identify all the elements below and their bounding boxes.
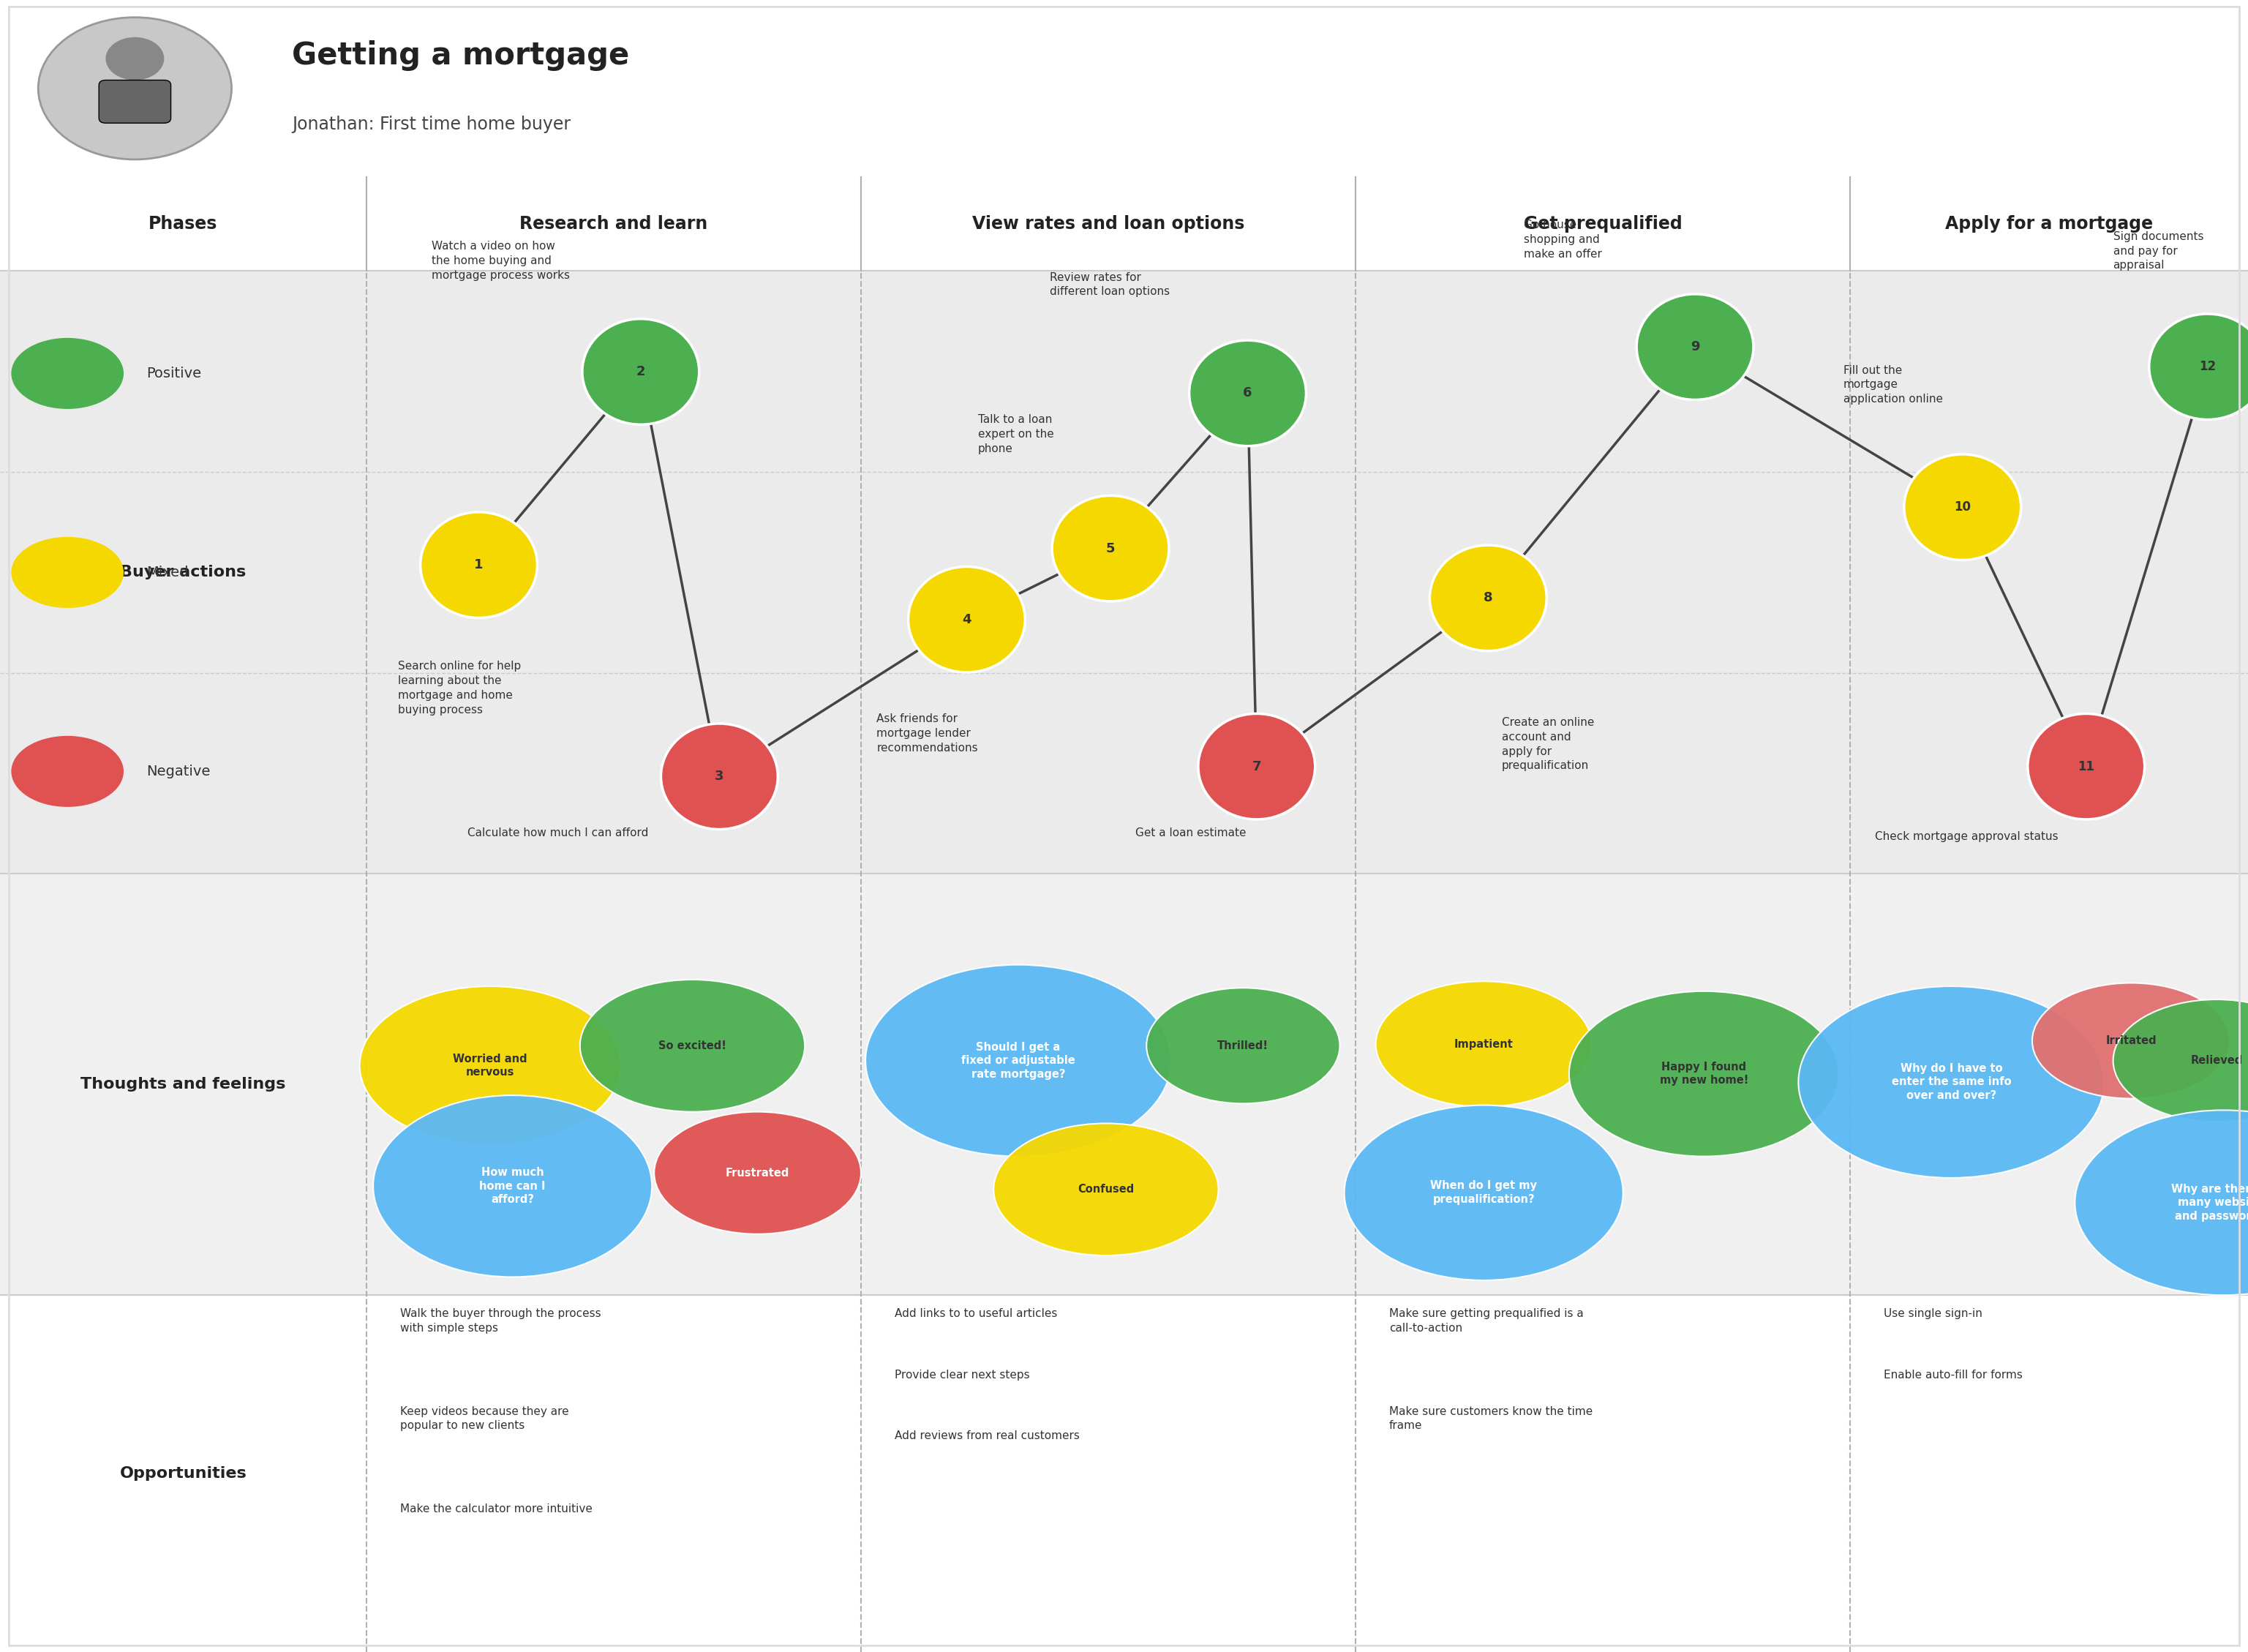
Ellipse shape <box>1637 294 1753 400</box>
Text: 8: 8 <box>1484 591 1493 605</box>
Text: 3: 3 <box>715 770 724 783</box>
Ellipse shape <box>580 980 805 1112</box>
Text: Sign documents
and pay for
appraisal: Sign documents and pay for appraisal <box>2113 231 2203 271</box>
Text: 7: 7 <box>1252 760 1261 773</box>
Text: 9: 9 <box>1690 340 1699 354</box>
Ellipse shape <box>1376 981 1592 1107</box>
Text: 12: 12 <box>2199 360 2217 373</box>
Text: Buyer actions: Buyer actions <box>119 565 247 580</box>
Text: Make sure getting prequalified is a
call-to-action: Make sure getting prequalified is a call… <box>1389 1308 1583 1333</box>
Circle shape <box>106 38 164 79</box>
Text: Calculate how much I can afford: Calculate how much I can afford <box>468 828 647 839</box>
Text: Should I get a
fixed or adjustable
rate mortgage?: Should I get a fixed or adjustable rate … <box>962 1041 1075 1080</box>
Text: Walk the buyer through the process
with simple steps: Walk the buyer through the process with … <box>400 1308 600 1333</box>
Text: Thoughts and feelings: Thoughts and feelings <box>81 1077 285 1092</box>
Text: Worried and
nervous: Worried and nervous <box>452 1054 528 1077</box>
Ellipse shape <box>373 1095 652 1277</box>
Ellipse shape <box>11 735 124 806</box>
Text: Thrilled!: Thrilled! <box>1218 1041 1268 1051</box>
Text: Positive: Positive <box>146 367 200 380</box>
Ellipse shape <box>994 1123 1218 1256</box>
Text: Happy I found
my new home!: Happy I found my new home! <box>1659 1062 1749 1085</box>
Text: Watch a video on how
the home buying and
mortgage process works: Watch a video on how the home buying and… <box>432 241 571 281</box>
Text: Getting a mortgage: Getting a mortgage <box>292 40 629 71</box>
Ellipse shape <box>1430 545 1547 651</box>
Text: Fill out the
mortgage
application online: Fill out the mortgage application online <box>1843 365 1942 405</box>
FancyBboxPatch shape <box>99 79 171 124</box>
Text: Get prequalified: Get prequalified <box>1524 215 1682 233</box>
Ellipse shape <box>661 724 778 829</box>
Text: Opportunities: Opportunities <box>119 1467 247 1480</box>
Text: Why are there so
many websites
and passwords?: Why are there so many websites and passw… <box>2172 1183 2248 1222</box>
Text: Get a loan estimate: Get a loan estimate <box>1135 828 1245 839</box>
Ellipse shape <box>2075 1110 2248 1295</box>
Text: Provide clear next steps: Provide clear next steps <box>895 1370 1030 1381</box>
Text: 6: 6 <box>1243 387 1252 400</box>
Ellipse shape <box>420 512 537 618</box>
Text: Create an online
account and
apply for
prequalification: Create an online account and apply for p… <box>1502 717 1594 771</box>
Text: 4: 4 <box>962 613 971 626</box>
Text: Review rates for
different loan options: Review rates for different loan options <box>1050 273 1169 297</box>
Text: Impatient: Impatient <box>1454 1039 1513 1049</box>
Text: Why do I have to
enter the same info
over and over?: Why do I have to enter the same info ove… <box>1891 1062 2012 1102</box>
Ellipse shape <box>2149 314 2248 420</box>
Ellipse shape <box>908 567 1025 672</box>
Ellipse shape <box>582 319 699 425</box>
Text: Use single sign-in: Use single sign-in <box>1884 1308 1983 1320</box>
Text: Apply for a mortgage: Apply for a mortgage <box>1945 215 2154 233</box>
Ellipse shape <box>1569 991 1839 1156</box>
Text: How much
home can I
afford?: How much home can I afford? <box>479 1166 546 1206</box>
Ellipse shape <box>2113 999 2248 1122</box>
Text: Confused: Confused <box>1077 1184 1135 1194</box>
Ellipse shape <box>865 965 1171 1156</box>
Ellipse shape <box>1798 986 2104 1178</box>
Text: Make the calculator more intuitive: Make the calculator more intuitive <box>400 1503 593 1515</box>
Ellipse shape <box>11 339 124 410</box>
Text: Negative: Negative <box>146 765 209 778</box>
Circle shape <box>38 17 232 159</box>
Text: Phases: Phases <box>148 215 218 233</box>
Ellipse shape <box>1146 988 1340 1104</box>
Text: Add reviews from real customers: Add reviews from real customers <box>895 1431 1079 1442</box>
Text: Relieved: Relieved <box>2190 1056 2244 1066</box>
Ellipse shape <box>654 1112 861 1234</box>
Text: Enable auto-fill for forms: Enable auto-fill for forms <box>1884 1370 2023 1381</box>
Text: Irritated: Irritated <box>2106 1036 2156 1046</box>
Text: So excited!: So excited! <box>659 1041 726 1051</box>
Text: 5: 5 <box>1106 542 1115 555</box>
Text: When do I get my
prequalification?: When do I get my prequalification? <box>1430 1181 1538 1204</box>
Ellipse shape <box>360 986 620 1145</box>
Text: Mixed: Mixed <box>146 565 189 580</box>
Text: Keep videos because they are
popular to new clients: Keep videos because they are popular to … <box>400 1406 569 1431</box>
Text: Jonathan: First time home buyer: Jonathan: First time home buyer <box>292 116 571 134</box>
Ellipse shape <box>1904 454 2021 560</box>
Ellipse shape <box>1189 340 1306 446</box>
Text: Check mortgage approval status: Check mortgage approval status <box>1875 831 2059 843</box>
Text: Research and learn: Research and learn <box>519 215 708 233</box>
Text: 1: 1 <box>474 558 483 572</box>
Text: Search online for help
learning about the
mortgage and home
buying process: Search online for help learning about th… <box>398 661 522 715</box>
Ellipse shape <box>1344 1105 1623 1280</box>
Ellipse shape <box>11 537 124 608</box>
FancyBboxPatch shape <box>0 1295 2248 1652</box>
Text: 11: 11 <box>2077 760 2095 773</box>
Ellipse shape <box>2028 714 2145 819</box>
Text: View rates and loan options: View rates and loan options <box>971 215 1245 233</box>
Text: Go house
shopping and
make an offer: Go house shopping and make an offer <box>1524 220 1603 259</box>
Text: Add links to to useful articles: Add links to to useful articles <box>895 1308 1057 1320</box>
Text: Frustrated: Frustrated <box>726 1168 789 1178</box>
Ellipse shape <box>2032 983 2230 1099</box>
Text: 2: 2 <box>636 365 645 378</box>
Text: 10: 10 <box>1954 501 1971 514</box>
Text: Make sure customers know the time
frame: Make sure customers know the time frame <box>1389 1406 1594 1431</box>
FancyBboxPatch shape <box>0 874 2248 1295</box>
Text: Ask friends for
mortgage lender
recommendations: Ask friends for mortgage lender recommen… <box>877 714 978 753</box>
FancyBboxPatch shape <box>0 271 2248 874</box>
Ellipse shape <box>1052 496 1169 601</box>
Text: Talk to a loan
expert on the
phone: Talk to a loan expert on the phone <box>978 415 1054 454</box>
Ellipse shape <box>1198 714 1315 819</box>
